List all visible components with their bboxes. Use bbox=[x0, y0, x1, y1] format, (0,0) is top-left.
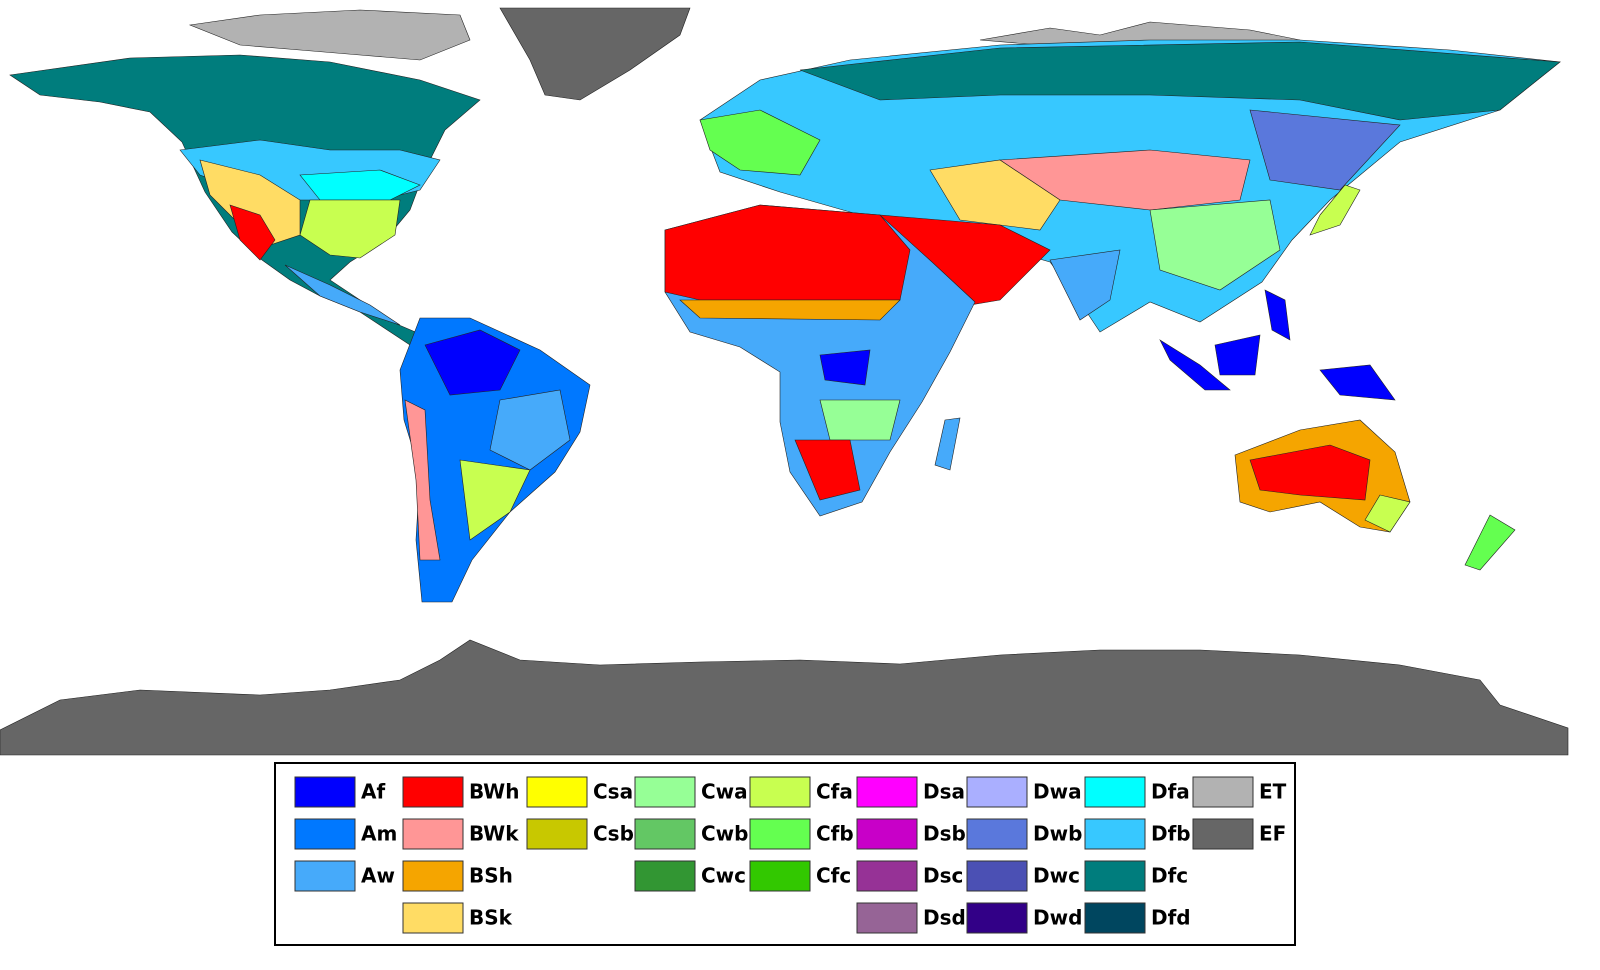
legend-label: Dsd bbox=[923, 906, 966, 930]
legend-swatch bbox=[294, 776, 356, 808]
na-aw bbox=[284, 264, 401, 326]
legend-swatch bbox=[634, 860, 696, 892]
na-dfa bbox=[299, 169, 421, 201]
legend-swatch bbox=[402, 902, 464, 934]
legend-label: Dfc bbox=[1151, 864, 1188, 888]
legend-swatch bbox=[1084, 776, 1146, 808]
legend-swatch bbox=[402, 818, 464, 850]
legend-swatch bbox=[966, 776, 1028, 808]
map-land bbox=[0, 7, 1569, 756]
legend-swatch bbox=[856, 818, 918, 850]
africa-af bbox=[819, 349, 871, 386]
madagascar bbox=[934, 417, 961, 471]
legend-label: BWk bbox=[469, 822, 519, 846]
legend-swatch bbox=[526, 818, 588, 850]
antarctica bbox=[0, 639, 1569, 756]
legend-label: Dfd bbox=[1151, 906, 1191, 930]
legend-swatch bbox=[1192, 776, 1254, 808]
new-guinea bbox=[1319, 364, 1396, 401]
legend-label: Cfb bbox=[816, 822, 854, 846]
legend-swatch bbox=[749, 860, 811, 892]
na-bwh bbox=[229, 204, 276, 261]
legend-label: BWh bbox=[469, 780, 519, 804]
legend-label: BSh bbox=[469, 864, 513, 888]
new-zealand bbox=[1464, 514, 1516, 571]
africa-cwa bbox=[819, 399, 901, 441]
sa-aw bbox=[489, 389, 571, 471]
legend-label: Dsc bbox=[923, 864, 963, 888]
legend-label: EF bbox=[1259, 822, 1286, 846]
legend-label: Cfa bbox=[816, 780, 853, 804]
legend-label: ET bbox=[1259, 780, 1287, 804]
legend: Af Am Aw BWh BWk BSh BSk Csa Csb Cwa Cwb Cwc Cfa Cfb C… bbox=[294, 776, 1287, 934]
legend-label: Dsb bbox=[923, 822, 966, 846]
legend-label: Cwc bbox=[701, 864, 746, 888]
sa-cfa bbox=[459, 459, 531, 541]
legend-swatch bbox=[749, 818, 811, 850]
legend-swatch bbox=[966, 860, 1028, 892]
legend-swatch bbox=[526, 776, 588, 808]
legend-swatch bbox=[1084, 818, 1146, 850]
legend-label: Cfc bbox=[816, 864, 851, 888]
legend-label: Af bbox=[361, 780, 385, 804]
indonesia-2 bbox=[1214, 334, 1261, 376]
legend-label: BSk bbox=[469, 906, 513, 930]
legend-label: Dfa bbox=[1151, 780, 1190, 804]
legend-swatch bbox=[856, 902, 918, 934]
legend-label: Am bbox=[361, 822, 397, 846]
legend-swatch bbox=[402, 776, 464, 808]
greenland bbox=[499, 7, 691, 101]
legend-swatch bbox=[1084, 860, 1146, 892]
legend-label: Aw bbox=[361, 864, 395, 888]
legend-swatch bbox=[294, 818, 356, 850]
africa-bsh bbox=[679, 299, 901, 321]
legend-label: Csa bbox=[593, 780, 633, 804]
legend-swatch bbox=[402, 860, 464, 892]
na-bsk bbox=[199, 159, 301, 246]
legend-swatch bbox=[966, 818, 1028, 850]
legend-label: Dwd bbox=[1033, 906, 1082, 930]
legend-swatch bbox=[966, 902, 1028, 934]
indonesia-1 bbox=[1159, 339, 1231, 391]
legend-label: Dsa bbox=[923, 780, 965, 804]
eu-dfc bbox=[799, 41, 1561, 121]
legend-swatch bbox=[1084, 902, 1146, 934]
sa-bwk bbox=[404, 399, 441, 561]
aus-cfa bbox=[1364, 494, 1411, 533]
asia-cwa bbox=[1149, 199, 1281, 291]
legend-label: Dwb bbox=[1033, 822, 1082, 846]
legend-swatch bbox=[634, 818, 696, 850]
legend-label: Cwb bbox=[701, 822, 748, 846]
arctic-islands bbox=[188, 9, 471, 61]
legend-swatch bbox=[749, 776, 811, 808]
legend-swatch bbox=[634, 776, 696, 808]
africa-bwh bbox=[664, 204, 911, 301]
legend-swatch bbox=[1192, 818, 1254, 850]
legend-label: Cwa bbox=[701, 780, 748, 804]
philippines bbox=[1264, 289, 1291, 341]
legend-swatch bbox=[294, 860, 356, 892]
sa-af bbox=[424, 329, 521, 396]
legend-label: Dwa bbox=[1033, 780, 1082, 804]
aus-bwh bbox=[1249, 444, 1371, 501]
japan bbox=[1309, 184, 1361, 236]
legend-label: Dfb bbox=[1151, 822, 1191, 846]
asia-dwb bbox=[1249, 109, 1401, 191]
legend-label: Csb bbox=[593, 822, 634, 846]
asia-bsk bbox=[929, 159, 1061, 231]
legend-label: Dwc bbox=[1033, 864, 1080, 888]
africa-bwk bbox=[794, 439, 861, 501]
legend-swatch bbox=[856, 776, 918, 808]
india-aw bbox=[1049, 249, 1121, 321]
eu-cfb bbox=[699, 109, 821, 176]
legend-swatch bbox=[856, 860, 918, 892]
